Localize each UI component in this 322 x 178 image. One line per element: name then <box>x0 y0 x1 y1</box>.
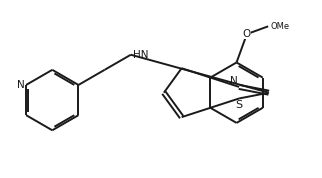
Text: HN: HN <box>133 50 148 60</box>
Text: O: O <box>243 29 251 39</box>
Text: N: N <box>230 76 237 86</box>
Text: S: S <box>236 100 243 110</box>
Text: N: N <box>16 80 24 90</box>
Text: OMe: OMe <box>270 22 289 31</box>
